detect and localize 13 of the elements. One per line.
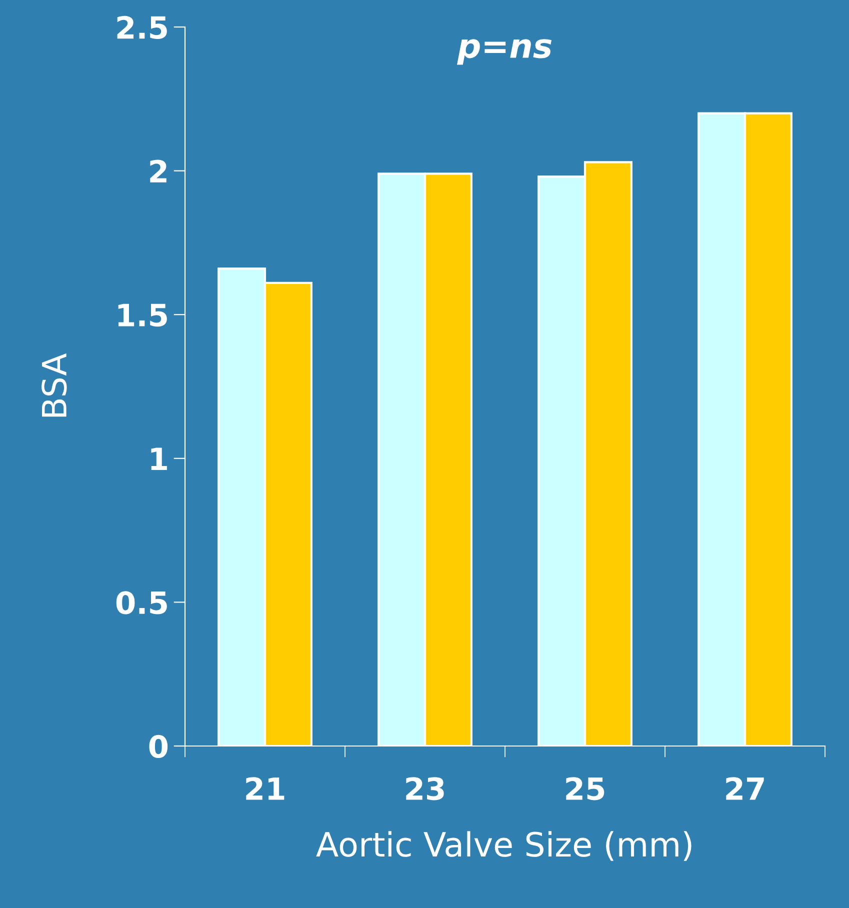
y-axis-title: BSA: [42, 353, 67, 417]
y-tick-label: 2: [150, 160, 166, 182]
x-tick-label: 25: [566, 777, 604, 800]
x-tick-label: 21: [246, 777, 284, 800]
chart-title: p=ns: [456, 39, 552, 65]
x-tick-label: 23: [406, 777, 444, 800]
y-tick-label: 1: [151, 448, 167, 470]
y-tick-label: 2.5: [117, 16, 167, 40]
y-tick-label: 1.5: [118, 304, 167, 327]
x-tick-label: 27: [726, 777, 764, 800]
y-tick-label: 0.5: [116, 591, 167, 614]
x-axis-title: Aortic Valve Size (mm): [316, 831, 692, 861]
y-tick-label: 0: [149, 734, 168, 758]
